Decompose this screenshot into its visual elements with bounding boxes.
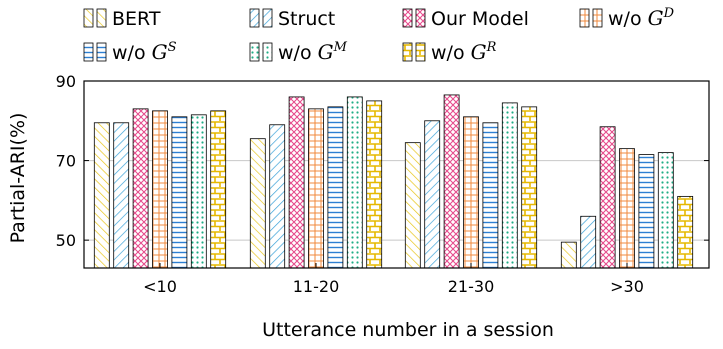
y-tick-label: 90 — [56, 72, 76, 91]
bar — [580, 215, 597, 269]
bar — [424, 120, 441, 269]
legend-item: w/o GS — [83, 40, 177, 64]
legend-label: w/o GS — [112, 40, 177, 64]
bar — [619, 148, 635, 269]
bar — [560, 241, 577, 269]
plot-frame — [83, 80, 710, 269]
bar — [132, 108, 149, 269]
bar — [482, 122, 499, 269]
bar — [599, 126, 616, 269]
bar — [346, 96, 363, 269]
legend-item: Struct — [249, 8, 335, 30]
bar — [366, 100, 383, 269]
legend-label: Struct — [278, 8, 335, 30]
bar-fill — [308, 108, 324, 269]
bar — [443, 94, 460, 269]
legend-swatch — [262, 42, 273, 62]
bar-fill — [93, 122, 110, 269]
bar — [677, 195, 694, 269]
y-tick-label: 50 — [56, 231, 76, 250]
bar-fill — [269, 124, 286, 269]
bar — [404, 142, 421, 269]
bar — [171, 116, 188, 269]
bar-fill — [619, 148, 635, 269]
legend-swatch — [83, 42, 94, 62]
x-tick-label: <10 — [143, 277, 177, 296]
bar — [288, 96, 305, 269]
bar-fill — [463, 116, 479, 269]
bar-fill — [249, 138, 266, 269]
legend-swatch — [415, 8, 426, 28]
bar-fill — [443, 94, 460, 269]
legend-swatch — [579, 8, 590, 28]
bar — [249, 138, 266, 269]
legend-swatch — [262, 8, 273, 28]
legend-swatch — [402, 8, 413, 28]
bar — [308, 108, 324, 269]
legend-swatch — [249, 8, 260, 28]
bar-fill — [657, 152, 674, 269]
legend-swatch — [592, 8, 603, 28]
bar-fill — [366, 100, 383, 269]
bar — [638, 154, 655, 269]
x-axis-label: Utterance number in a session — [262, 319, 554, 341]
legend-label: BERT — [112, 8, 161, 30]
legend-label: w/o GD — [608, 6, 675, 30]
legend-label: Our Model — [431, 8, 529, 30]
legend-swatch — [96, 42, 107, 62]
bar — [657, 152, 674, 269]
bar-fill — [132, 108, 149, 269]
bar-fill — [404, 142, 421, 269]
bar — [269, 124, 286, 269]
bar — [327, 106, 344, 269]
bar-fill — [171, 116, 188, 269]
bar-fill — [677, 195, 694, 269]
bar-fill — [152, 110, 168, 269]
bar — [521, 106, 538, 269]
legend-swatch — [402, 42, 413, 62]
legend-label: w/o GM — [278, 40, 348, 64]
x-tick-label: 21-30 — [448, 277, 495, 296]
legend-item: w/o GM — [249, 40, 348, 64]
bar — [190, 114, 207, 269]
legend-item: Our Model — [402, 8, 529, 30]
y-axis-label: Partial-ARI(%) — [7, 113, 29, 244]
bar-fill — [638, 154, 655, 269]
x-tick-label: >30 — [610, 277, 644, 296]
axes: 50 70 90 <10 11-20 21-30 >30 — [56, 72, 710, 296]
legend-item: w/o GD — [579, 6, 675, 30]
bar-fill — [501, 102, 518, 269]
legend-swatch — [83, 8, 94, 28]
bar-fill — [210, 110, 227, 269]
bar-fill — [521, 106, 538, 269]
bar-fill — [580, 215, 597, 269]
legend-swatch — [96, 8, 107, 28]
legend-swatch — [415, 42, 426, 62]
bar-fill — [346, 96, 363, 269]
bar-fill — [560, 241, 577, 269]
legend-label: w/o GR — [431, 40, 497, 64]
bar-fill — [599, 126, 616, 269]
bar-fill — [190, 114, 207, 269]
bar-fill — [424, 120, 441, 269]
legend: BERT Struct Our Model w/o GD w/o GS w/o GM w/o… — [83, 6, 675, 64]
legend-item: w/o GR — [402, 40, 497, 64]
bar — [501, 102, 518, 269]
bar — [463, 116, 479, 269]
bar — [152, 110, 168, 269]
bar-fill — [482, 122, 499, 269]
legend-item: BERT — [83, 8, 161, 30]
bar-fill — [327, 106, 344, 269]
bar — [210, 110, 227, 269]
bars — [93, 94, 694, 269]
y-tick-label: 70 — [56, 152, 76, 171]
x-tick-label: 11-20 — [293, 277, 340, 296]
bar-fill — [113, 122, 130, 269]
bar — [113, 122, 130, 269]
bar — [93, 122, 110, 269]
bar-fill — [288, 96, 305, 269]
legend-swatch — [249, 42, 260, 62]
